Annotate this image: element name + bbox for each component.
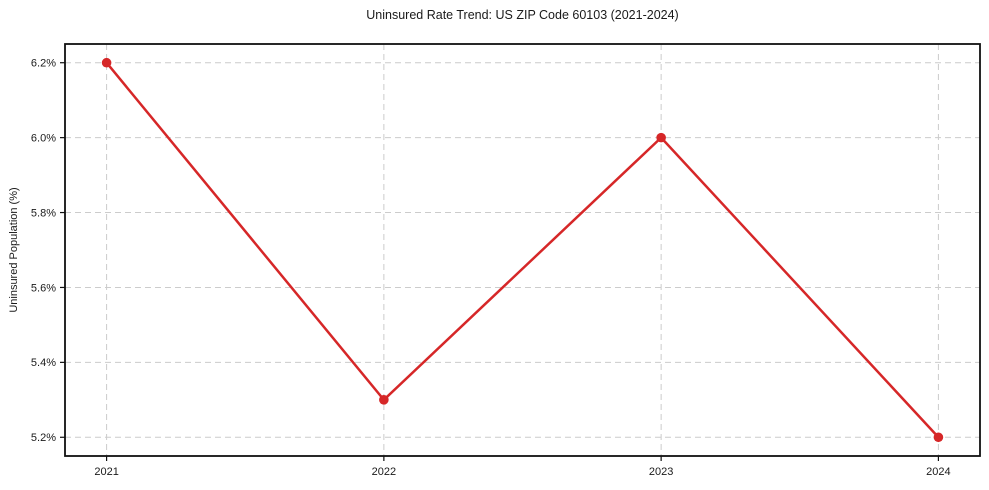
x-tick-label: 2021: [94, 466, 118, 478]
plot-border: [64, 43, 981, 457]
x-tick-label: 2024: [926, 466, 950, 478]
y-tick-label: 6.0%: [31, 132, 56, 144]
data-point-marker: [656, 132, 666, 143]
data-point-marker: [379, 395, 389, 405]
y-tick-label: 5.6%: [31, 282, 56, 294]
chart-title: Uninsured Rate Trend: US ZIP Code 60103 …: [366, 8, 679, 22]
x-tick-label: 2023: [649, 466, 673, 478]
y-tick-label: 5.4%: [31, 357, 56, 369]
y-tick-label: 5.8%: [31, 207, 56, 219]
y-tick-label: 5.2%: [31, 432, 56, 444]
trend-line: [105, 61, 940, 439]
data-point-marker: [101, 57, 112, 68]
y-tick-label: 6.2%: [31, 58, 56, 70]
x-tick-label: 2022: [372, 466, 396, 478]
data-point-marker: [933, 432, 944, 443]
